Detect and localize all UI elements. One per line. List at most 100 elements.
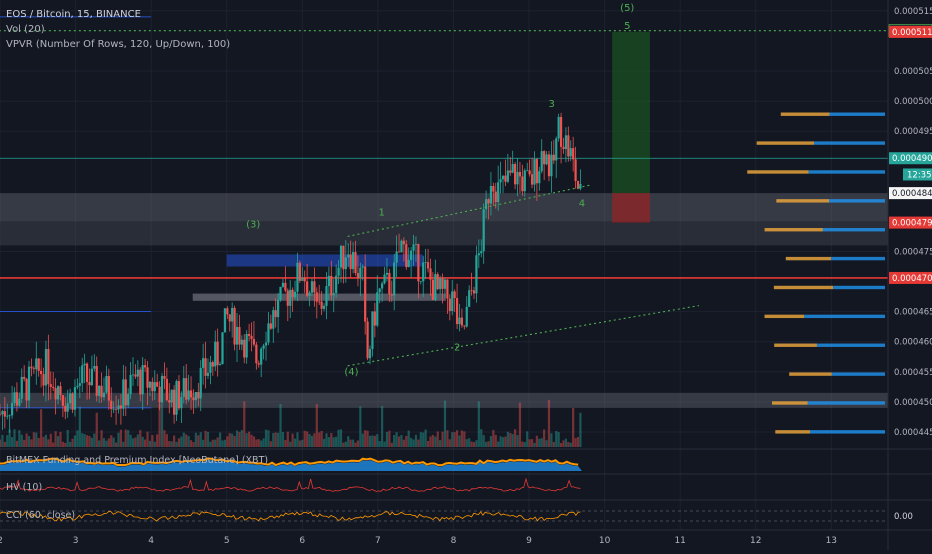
volume-bar (325, 433, 328, 447)
volume-legend[interactable]: Vol (20) (6, 24, 45, 35)
volume-bar (146, 431, 149, 447)
candle-body (538, 171, 541, 184)
volume-bar (194, 432, 197, 447)
countdown-box (903, 168, 932, 181)
volume-bar (54, 431, 57, 447)
candle-body (66, 403, 69, 412)
volume-bar (228, 433, 231, 447)
volume-bar (257, 439, 260, 447)
candle-body (453, 291, 456, 299)
cci-pane-label[interactable]: CCI (60, close) (6, 510, 76, 521)
trendline-dotted (347, 184, 590, 237)
volume-bar (373, 435, 376, 447)
volume-bar (330, 433, 333, 447)
candle-body (13, 392, 16, 404)
price-label-box (889, 271, 932, 284)
volume-bar (83, 434, 86, 447)
volume-bar (487, 441, 490, 447)
volume-bar (422, 432, 425, 447)
volume-bar (173, 435, 176, 447)
candle-body (136, 369, 139, 377)
volume-bar (451, 432, 454, 447)
volume-bar (267, 430, 270, 447)
volume-bar (388, 430, 391, 447)
candle-body (206, 372, 210, 376)
volume-bar (100, 430, 103, 447)
volume-bar (405, 435, 408, 447)
volume-bar (1, 434, 4, 447)
candle-body (325, 286, 328, 306)
volume-bar (177, 438, 181, 447)
volume-bar (18, 430, 21, 447)
candle-body (76, 385, 79, 388)
candle-body (460, 317, 464, 326)
volume-bar (540, 438, 543, 447)
candle-body (487, 199, 490, 204)
vpvr-up-bar (810, 430, 885, 434)
vpvr-down-bar (764, 314, 805, 319)
volume-bar (98, 440, 101, 447)
volume-bar (0, 439, 2, 447)
volume-bar (134, 437, 137, 447)
volume-bar (281, 431, 285, 447)
vpvr-up-bar (816, 343, 885, 347)
candle-body (448, 298, 451, 312)
vpvr-up-bar (807, 401, 885, 405)
funding-pane-label[interactable]: BitMEX Funding and Premium Index [NeoBut… (6, 455, 269, 466)
candle-body (412, 244, 415, 251)
candle-body (27, 366, 31, 401)
candle-body (238, 326, 241, 345)
volume-bar (494, 434, 497, 447)
volume-bar (59, 431, 62, 447)
candle-body (158, 386, 161, 403)
candle-body (175, 381, 178, 415)
candle-body (173, 389, 176, 415)
elliott-wave-label: (4) (344, 367, 358, 378)
volume-bar (448, 439, 451, 447)
volume-bar (436, 431, 439, 447)
volume-bar (209, 441, 212, 447)
volume-bar (277, 432, 280, 447)
volume-bar (559, 442, 563, 447)
volume-bar (180, 436, 183, 447)
volume-bar (579, 412, 582, 447)
volume-bar (518, 402, 522, 447)
volume-bar (475, 440, 478, 447)
candle-body (361, 266, 364, 268)
candle-body (455, 298, 459, 325)
candle-body (151, 381, 154, 392)
volume-bar (95, 412, 98, 447)
volume-bar (535, 435, 538, 447)
candle-body (378, 288, 381, 293)
volume-bar (381, 406, 384, 447)
candle-body (523, 170, 526, 192)
volume-bar (262, 438, 265, 447)
symbol-legend[interactable]: EOS / Bitcoin, 15, BINANCE (6, 9, 141, 20)
volume-bar (20, 434, 23, 447)
vpvr-up-bar (833, 285, 885, 290)
candle-body (114, 408, 118, 410)
volume-bar (272, 433, 275, 447)
candle-body (221, 332, 224, 365)
candle-body (298, 262, 301, 281)
volume-bar (3, 441, 6, 447)
volume-bar (429, 436, 432, 447)
volume-bar (35, 432, 38, 447)
volume-bar (552, 441, 555, 447)
candle-body (528, 170, 531, 175)
volume-bar (572, 407, 575, 447)
hv-pane-label[interactable]: HV (10) (6, 482, 43, 493)
candle-body (576, 180, 580, 189)
volume-bar (463, 431, 466, 447)
candle-body (37, 358, 40, 371)
vpvr-up-bar (808, 170, 885, 174)
candle-body (216, 341, 219, 366)
candle-body (337, 267, 340, 276)
volume-bar (301, 439, 304, 447)
volume-bar (32, 432, 35, 447)
volume-bar (327, 437, 331, 447)
vpvr-legend[interactable]: VPVR (Number Of Rows, 120, Up/Down, 100) (6, 39, 231, 50)
